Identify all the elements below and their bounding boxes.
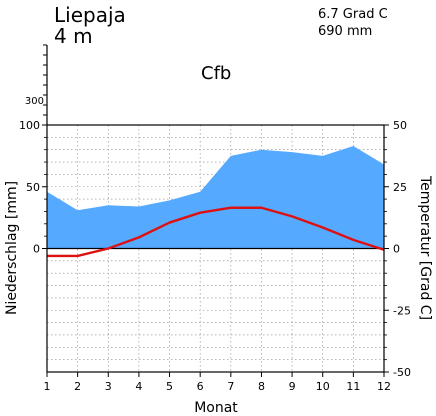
temperature-line	[47, 206, 385, 258]
annual-precipitation: 690 mm	[318, 24, 372, 39]
x-tick-label: 12	[377, 380, 391, 393]
station-name: Liepaja	[54, 3, 126, 27]
x-tick-label: 11	[346, 380, 360, 393]
right-axis-label: Temperatur [Grad C]	[417, 175, 433, 320]
precip-tick-label: 300	[25, 96, 44, 107]
temp-tick-label: 50	[393, 119, 407, 132]
precipitation-area	[47, 145, 384, 249]
station-elevation: 4 m	[54, 24, 93, 48]
temp-tick-label: -25	[393, 304, 411, 317]
x-tick-label: 4	[135, 380, 142, 393]
precip-tick-label: 100	[19, 119, 40, 132]
x-tick-label: 8	[258, 380, 265, 393]
x-tick-label: 1	[44, 380, 51, 393]
x-tick-label: 9	[289, 380, 296, 393]
climate-classification: Cfb	[201, 63, 231, 84]
precip-tick-label: 50	[26, 181, 40, 194]
temp-tick-label: -50	[393, 366, 411, 379]
temp-tick-label: 25	[393, 181, 407, 194]
x-tick-label: 7	[227, 380, 234, 393]
x-tick-label: 3	[105, 380, 112, 393]
x-axis-label: Monat	[194, 400, 238, 416]
chart-marks	[47, 145, 385, 258]
mean-temperature: 6.7 Grad C	[318, 7, 388, 22]
left-axis-label: Niederschlag [mm]	[4, 181, 20, 315]
x-tick-label: 2	[74, 380, 81, 393]
x-tick-label: 5	[166, 380, 173, 393]
x-tick-label: 6	[197, 380, 204, 393]
x-tick-label: 10	[316, 380, 330, 393]
temp-tick-label: 0	[393, 243, 400, 256]
precip-tick-label: 0	[33, 243, 40, 256]
